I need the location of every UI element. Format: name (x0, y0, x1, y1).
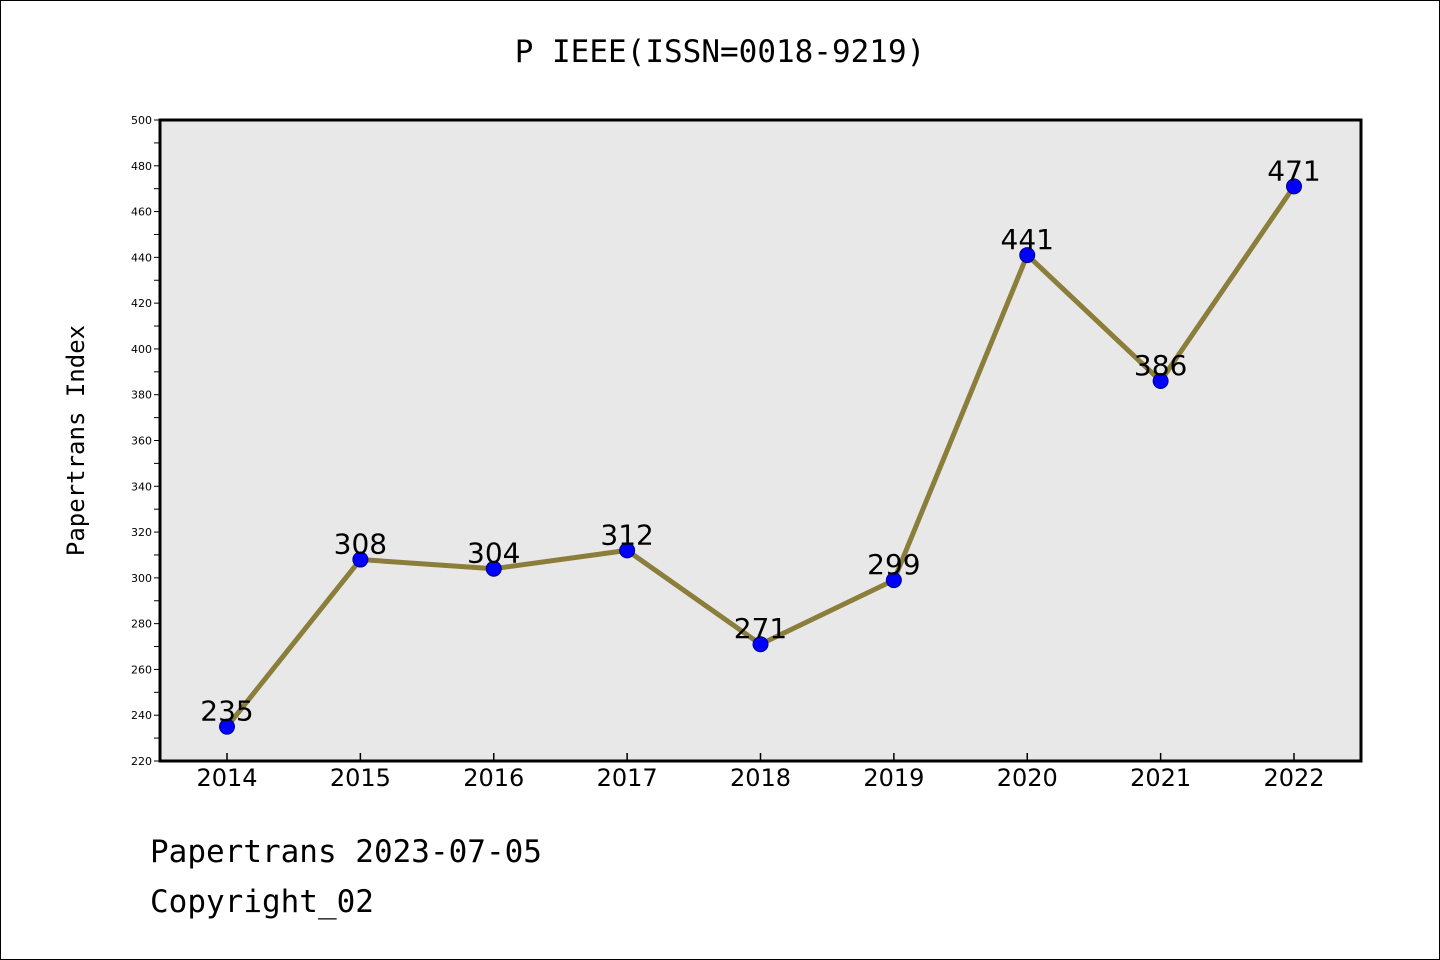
y-tick-label: 420 (131, 297, 152, 310)
y-tick-label: 500 (131, 114, 152, 127)
y-tick-label: 480 (131, 160, 152, 173)
data-point (352, 551, 369, 568)
data-label: 235 (200, 695, 253, 728)
data-point (1286, 178, 1302, 195)
data-label: 441 (1001, 223, 1054, 256)
series-group: 235 308 304 312 271 299 441 386 471 (200, 154, 1321, 735)
data-label: 312 (600, 518, 653, 551)
chart-title: P IEEE(ISSN=0018-9219) (514, 34, 926, 70)
y-tick-label: 360 (131, 435, 152, 448)
data-label: 308 (334, 528, 387, 561)
data-point (1019, 247, 1036, 264)
data-label: 271 (734, 612, 787, 645)
data-point (752, 636, 769, 653)
data-point (485, 560, 502, 577)
plot-border (158, 118, 1363, 763)
y-tick-label: 340 (131, 480, 152, 493)
data-label: 299 (867, 548, 920, 581)
y-tick-label: 260 (131, 663, 152, 676)
data-label: 386 (1134, 349, 1187, 382)
data-point (885, 572, 902, 589)
y-tick-label: 220 (131, 755, 152, 768)
x-tick-label: 2016 (463, 764, 524, 792)
footer-date: Papertrans 2023-07-05 (150, 834, 542, 870)
y-tick-label: 380 (131, 389, 152, 402)
plot-area (160, 120, 1361, 761)
y-axis: 220 240 260 280 300 320 340 360 380 400 420 440 460 4… (131, 114, 160, 768)
data-point (1152, 372, 1169, 389)
data-label: 471 (1267, 154, 1320, 187)
y-tick-label: 280 (131, 618, 152, 631)
data-point (619, 542, 636, 559)
y-tick-label: 400 (131, 343, 152, 356)
x-tick-label: 2018 (730, 764, 791, 792)
y-tick-label: 460 (131, 206, 152, 219)
y-tick-label: 300 (131, 572, 152, 585)
x-tick-label: 2017 (597, 764, 658, 792)
data-label: 304 (467, 537, 520, 570)
y-tick-label: 320 (131, 526, 152, 539)
x-tick-label: 2022 (1263, 764, 1324, 792)
x-tick-label: 2020 (997, 764, 1058, 792)
y-tick-label: 240 (131, 709, 152, 722)
footer-copyright: Copyright_02 (150, 884, 374, 920)
y-tick-label: 440 (131, 251, 152, 264)
data-point (219, 718, 235, 735)
y-axis-label: Papertrans Index (62, 325, 90, 556)
x-tick-label: 2014 (196, 764, 257, 792)
x-tick-label: 2019 (863, 764, 924, 792)
x-axis: 2014 2015 2016 2017 2018 2019 2020 2021 2022 (196, 753, 1325, 792)
x-tick-label: 2021 (1130, 764, 1191, 792)
x-tick-label: 2015 (330, 764, 391, 792)
